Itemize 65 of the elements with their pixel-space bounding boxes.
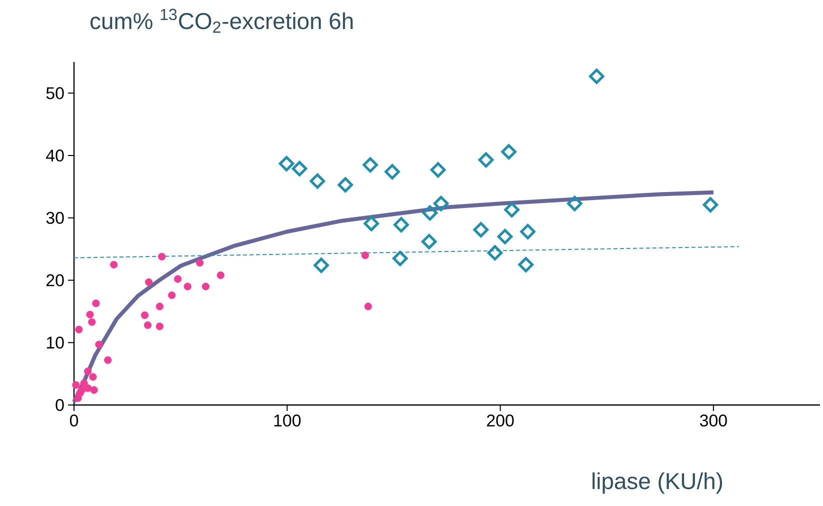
y-tick-label: 10: [46, 336, 64, 349]
point: [421, 234, 437, 250]
point: [364, 216, 380, 232]
x-tick-label: 0: [70, 414, 78, 426]
point: [156, 322, 164, 330]
point: [184, 282, 192, 290]
point: [384, 164, 400, 180]
point: [567, 196, 582, 212]
point: [110, 260, 118, 268]
point: [487, 245, 503, 260]
point: [430, 162, 446, 178]
point: [95, 340, 103, 348]
x-tick-label: 200: [487, 414, 514, 426]
point: [80, 379, 88, 387]
x-tick-label: 300: [700, 414, 727, 426]
point: [104, 356, 112, 364]
point: [202, 282, 210, 290]
point: [588, 68, 604, 84]
x-axis-title: lipase (KU/h): [592, 472, 722, 494]
point: [168, 291, 176, 300]
point: [144, 321, 152, 329]
chart-title: cum% $^{13}$CO$_{2}$-excretion 6h: [90, 8, 353, 33]
point: [216, 271, 224, 280]
point: [278, 156, 294, 172]
y-tick-label: 40: [46, 150, 64, 162]
point: [338, 177, 353, 193]
point: [78, 386, 86, 394]
point: [89, 373, 97, 381]
point: [497, 228, 513, 244]
point: [140, 311, 149, 319]
point: [364, 302, 372, 310]
point: [392, 250, 408, 266]
point: [145, 278, 153, 286]
point: [292, 160, 308, 176]
point: [518, 257, 534, 272]
point: [310, 173, 326, 189]
y-tick-label: 30: [46, 212, 64, 224]
point: [90, 386, 98, 394]
point: [84, 384, 92, 392]
point: [478, 152, 494, 168]
point: [501, 144, 516, 160]
point: [473, 222, 489, 238]
point: [158, 252, 166, 260]
point: [361, 252, 369, 260]
point: [422, 205, 438, 221]
point: [433, 196, 449, 212]
point: [314, 258, 329, 273]
point: [504, 202, 520, 218]
point: [72, 381, 80, 389]
point: [75, 326, 83, 334]
point: [394, 217, 409, 232]
x-tick-label: 100: [274, 414, 301, 426]
point: [88, 318, 96, 326]
point: [86, 310, 94, 318]
point: [196, 258, 204, 267]
point: [92, 300, 100, 308]
y-tick-label: 20: [46, 274, 64, 286]
point: [520, 224, 536, 240]
point: [156, 302, 164, 310]
y-tick-label: 0: [56, 398, 64, 411]
point: [174, 275, 182, 283]
point: [362, 157, 378, 173]
point: [702, 197, 718, 212]
y-tick-label: 50: [46, 87, 64, 100]
point: [84, 368, 92, 376]
